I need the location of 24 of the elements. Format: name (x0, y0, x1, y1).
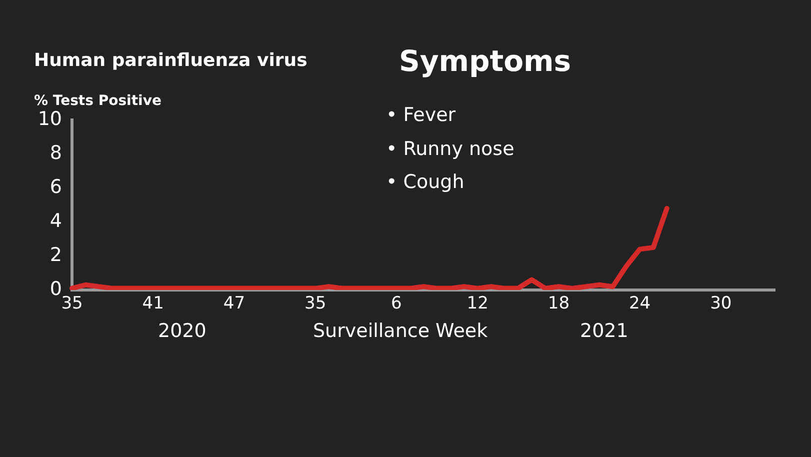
y-tick-label: 6 (50, 176, 62, 198)
x-tick-label: 35 (304, 294, 326, 314)
x-tick-label: 47 (223, 294, 246, 314)
annotation: • Runny nose (386, 138, 514, 160)
x-tick-label: 12 (466, 294, 488, 314)
annotation: • Cough (386, 171, 464, 193)
y-tick-label: 2 (50, 244, 62, 266)
y-tick-label: 8 (50, 142, 62, 164)
x-tick-label: 24 (628, 294, 651, 314)
text: 2021 (580, 320, 628, 342)
x-axis-title: Surveillance Week (313, 320, 488, 342)
x-tick-label: 18 (548, 294, 570, 314)
text: 2020 (158, 320, 206, 342)
x-tick-label: 41 (142, 294, 164, 314)
x-tick-label: 6 (391, 294, 402, 314)
y-axis-title: % Tests Positive (34, 93, 162, 109)
x-tick-label: 30 (710, 294, 732, 314)
x-tick-label: 35 (61, 294, 83, 314)
y-tick-label: 0 (50, 278, 62, 300)
chart-title: Human parainfluenza virus (34, 50, 308, 71)
annotation: • Fever (386, 104, 456, 126)
y-tick-label: 4 (50, 210, 62, 232)
y-tick-label: 10 (38, 108, 62, 130)
text: Symptoms (399, 44, 572, 78)
